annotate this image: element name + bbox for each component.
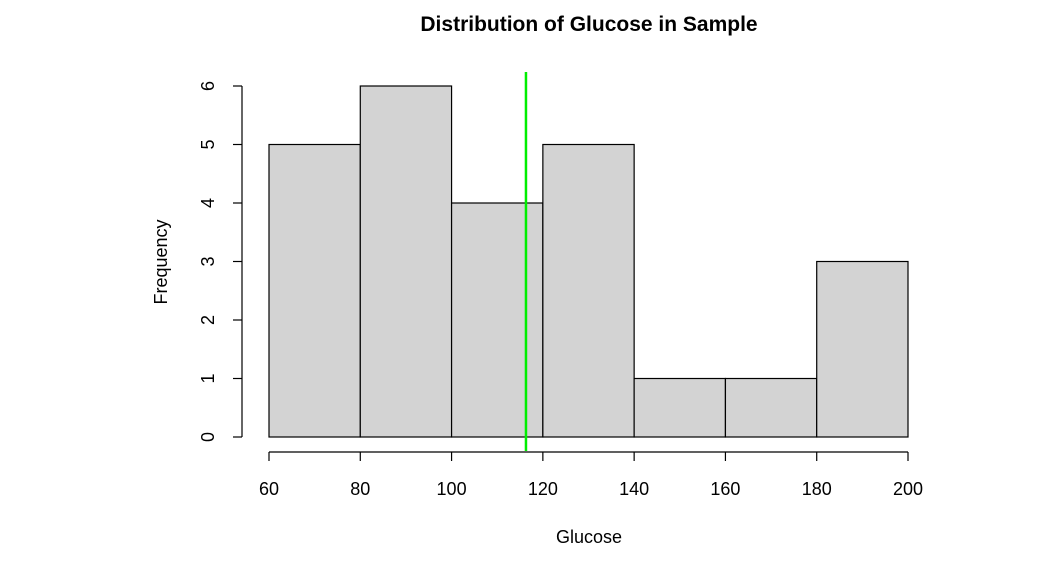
histogram-bar <box>542 143 635 438</box>
x-axis-label: Glucose <box>556 527 622 547</box>
histogram-bar <box>816 260 909 438</box>
x-tick-label: 60 <box>259 479 279 499</box>
x-tick-label: 100 <box>437 479 467 499</box>
x-tick-label: 120 <box>528 479 558 499</box>
y-tick-label: 3 <box>198 256 218 266</box>
bars-group <box>268 85 909 438</box>
chart-title: Distribution of Glucose in Sample <box>420 13 757 36</box>
x-tick-label: 160 <box>710 479 740 499</box>
y-tick-label: 5 <box>198 139 218 149</box>
histogram-bar <box>724 377 818 438</box>
y-axis-label: Frequency <box>151 219 171 304</box>
y-axis: 0 1 2 3 4 5 6 <box>198 81 243 442</box>
x-tick-label: 80 <box>350 479 370 499</box>
y-tick-label: 6 <box>198 81 218 91</box>
x-tick-label: 200 <box>893 479 923 499</box>
histogram-bar <box>359 85 453 438</box>
x-tick-label: 140 <box>619 479 649 499</box>
y-tick-label: 1 <box>198 373 218 383</box>
y-tick-label: 4 <box>198 198 218 208</box>
y-tick-label: 0 <box>198 432 218 442</box>
histogram-bar <box>633 377 727 438</box>
y-tick-label: 2 <box>198 315 218 325</box>
histogram-bar <box>450 202 544 438</box>
x-tick-label: 180 <box>802 479 832 499</box>
histogram-bar <box>268 143 361 438</box>
x-axis: 60 80 100 120 140 160 180 200 <box>259 451 923 499</box>
